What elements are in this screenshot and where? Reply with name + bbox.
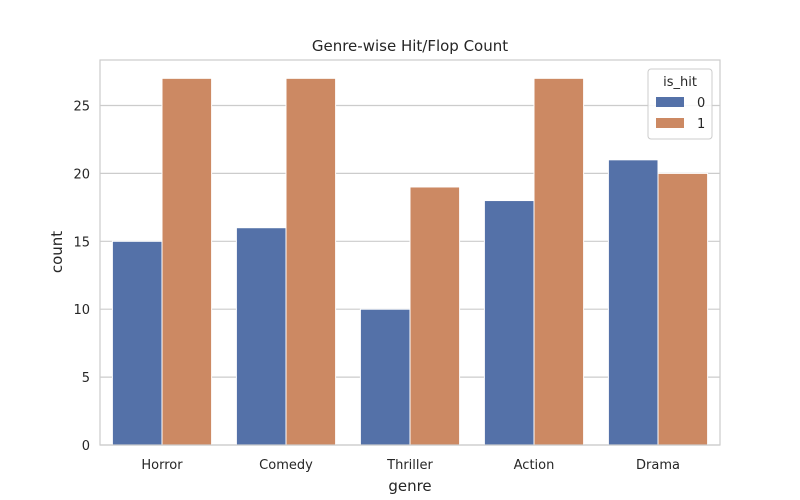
bar-drama-is-hit-0 xyxy=(607,159,659,446)
bar-comedy-is-hit-0 xyxy=(235,227,287,446)
bar-horror-is-hit-1 xyxy=(161,77,213,446)
y-tick-label: 20 xyxy=(73,167,90,182)
bar-horror-is-hit-0 xyxy=(111,240,163,446)
x-tick-label-horror: Horror xyxy=(141,458,183,473)
legend-label-0: 0 xyxy=(697,96,705,111)
bars xyxy=(111,77,709,446)
bar-comedy-is-hit-1 xyxy=(285,77,337,446)
bar-action-is-hit-0 xyxy=(483,200,535,446)
y-tick-labels: 0 5 10 15 20 25 xyxy=(73,99,90,454)
y-tick-label: 25 xyxy=(73,99,90,114)
y-tick-label: 5 xyxy=(82,371,90,386)
x-tick-labels: Horror Comedy Thriller Action Drama xyxy=(141,458,680,473)
legend: is_hit 0 1 xyxy=(647,68,713,140)
y-tick-label: 15 xyxy=(73,235,90,250)
bar-action-is-hit-1 xyxy=(533,77,585,446)
legend-title: is_hit xyxy=(663,75,697,90)
legend-swatch-0 xyxy=(656,97,684,107)
legend-label-1: 1 xyxy=(697,117,705,132)
x-tick-label-thriller: Thriller xyxy=(386,458,433,473)
legend-swatch-1 xyxy=(656,118,684,128)
x-tick-label-comedy: Comedy xyxy=(259,458,313,473)
y-tick-label: 0 xyxy=(82,439,90,454)
plot-frame xyxy=(99,59,721,446)
x-tick-label-action: Action xyxy=(514,458,555,473)
bar-thriller-is-hit-1 xyxy=(409,186,461,446)
y-axis-label: count xyxy=(48,231,66,273)
bar-thriller-is-hit-0 xyxy=(359,308,411,446)
chart-title: Genre-wise Hit/Flop Count xyxy=(312,37,508,55)
x-tick-label-drama: Drama xyxy=(636,458,680,473)
x-axis-label: genre xyxy=(388,477,431,495)
bar-drama-is-hit-1 xyxy=(657,172,709,446)
y-tick-label: 10 xyxy=(73,303,90,318)
